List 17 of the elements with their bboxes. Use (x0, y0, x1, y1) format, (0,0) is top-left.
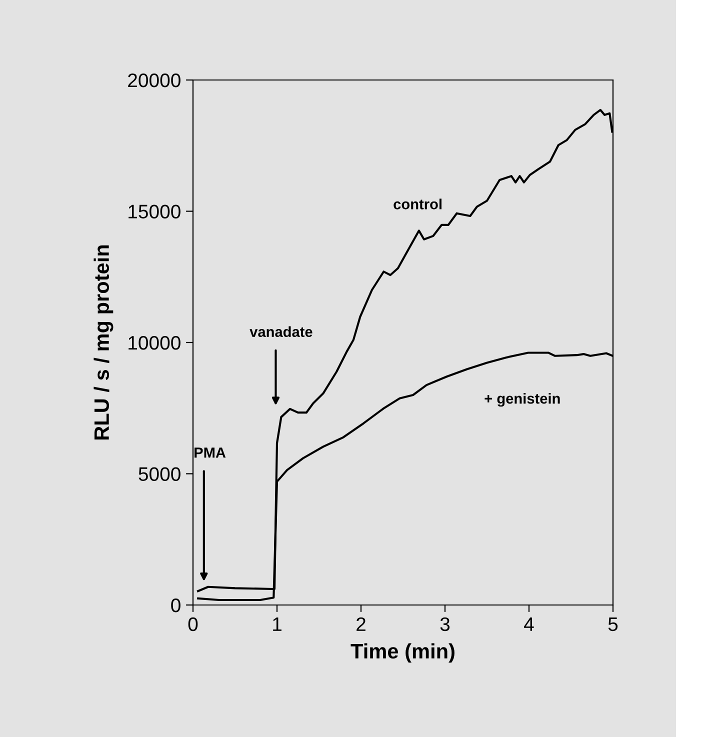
x-tick-label: 1 (273, 618, 282, 631)
annotation: vanadate (250, 326, 312, 337)
x-tick-label: 3 (440, 617, 450, 632)
series-label: control (394, 198, 442, 210)
y-tick-label: 0 (171, 598, 180, 612)
y-tick-label: 20000 (128, 73, 180, 88)
x-axis-title: Time (min) (350, 643, 454, 663)
annotation: PMA (194, 448, 226, 458)
y-tick-label: 15000 (128, 204, 180, 218)
y-tick-label: 10000 (128, 336, 180, 350)
series-label: + genistein (484, 393, 560, 407)
x-tick-label: 5 (608, 618, 618, 632)
y-tick-label: 5000 (138, 467, 180, 481)
x-tick-label: 2 (356, 617, 366, 631)
x-tick-label: 4 (524, 618, 534, 631)
x-tick-label: 0 (188, 617, 198, 632)
y-axis-title: RLU / s / mg protein (94, 245, 114, 440)
